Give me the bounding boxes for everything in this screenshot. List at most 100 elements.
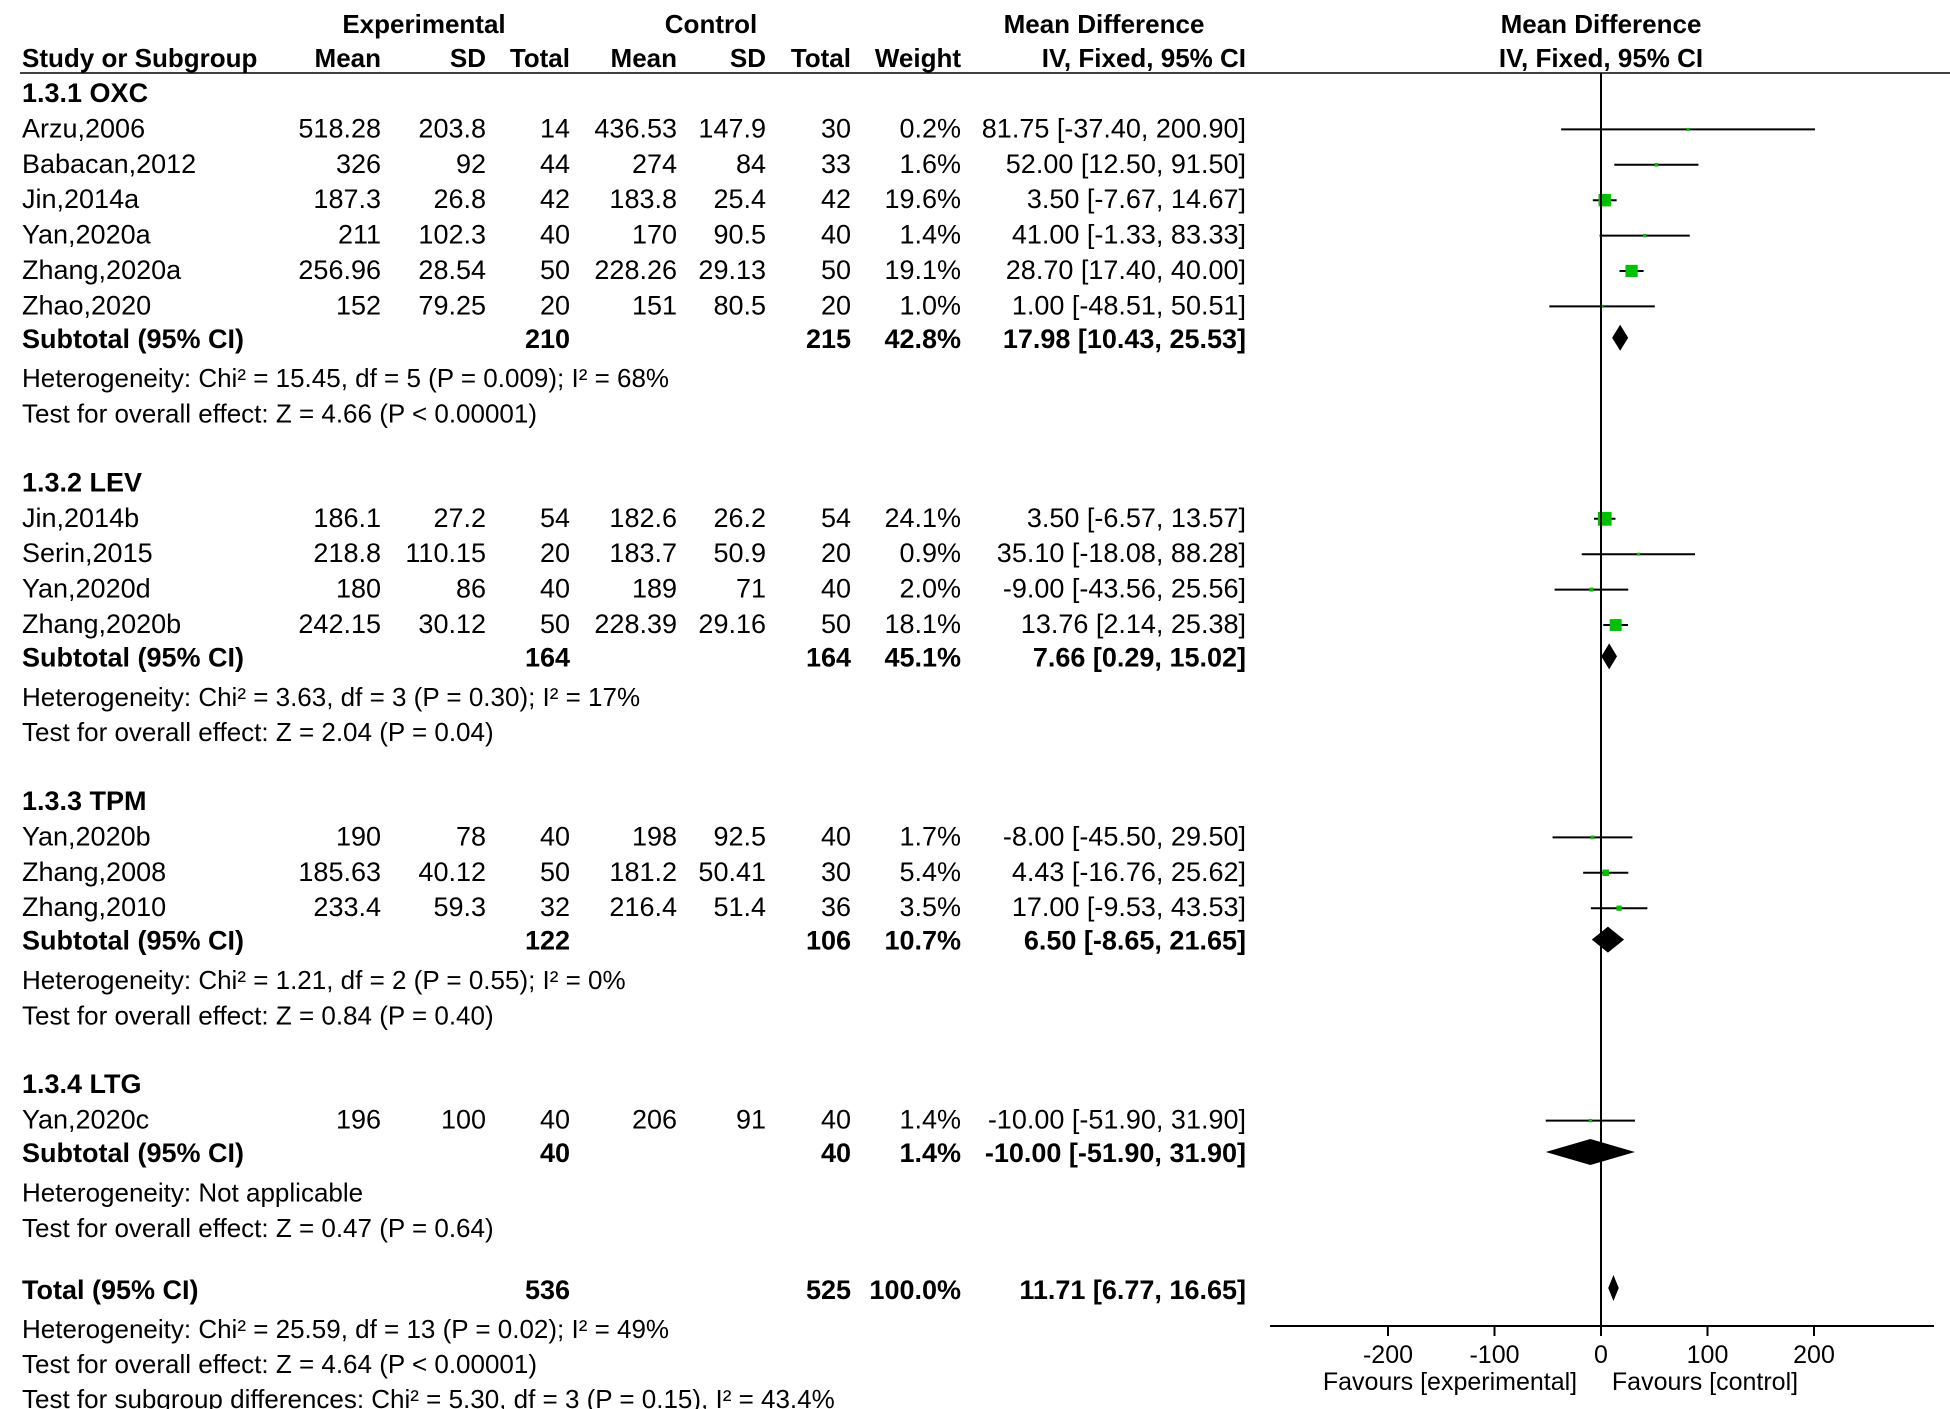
ctrl-sd: 92.5 <box>713 821 766 851</box>
effect-square <box>1616 905 1622 911</box>
ctrl-sd: 71 <box>736 574 766 604</box>
exp-mean: 185.63 <box>298 857 381 887</box>
exp-sd: 92 <box>456 149 486 179</box>
ctrl-total: 40 <box>821 574 851 604</box>
ctrl-total: 50 <box>821 255 851 285</box>
ctrl-total: 40 <box>821 821 851 851</box>
heterogeneity-text: Heterogeneity: Chi² = 3.63, df = 3 (P = … <box>22 682 640 712</box>
exp-sd: 79.25 <box>418 290 486 320</box>
footer-note: Heterogeneity: Chi² = 25.59, df = 13 (P … <box>22 1314 669 1344</box>
ctrl-total: 33 <box>821 149 851 179</box>
effect-square <box>1686 127 1690 131</box>
exp-mean: 326 <box>336 149 381 179</box>
overall-effect-text: Test for overall effect: Z = 2.04 (P = 0… <box>22 717 494 747</box>
plot-header-title: Mean Difference <box>1501 9 1702 39</box>
x-tick-label: 200 <box>1793 1341 1835 1369</box>
subtotal-total-e: 210 <box>525 324 570 354</box>
exp-mean: 190 <box>336 821 381 851</box>
ctrl-total: 40 <box>821 220 851 250</box>
header-total-c: Total <box>791 43 851 73</box>
study-weight: 5.4% <box>899 857 961 887</box>
subtotal-total-c: 106 <box>806 926 851 956</box>
x-tick-label: 0 <box>1594 1341 1608 1369</box>
ctrl-mean: 228.26 <box>594 255 677 285</box>
study-name: Zhang,2010 <box>22 892 166 922</box>
study-weight: 2.0% <box>899 574 961 604</box>
study-name: Zhang,2020b <box>22 609 181 639</box>
ctrl-sd: 50.41 <box>698 857 766 887</box>
subtotal-weight: 45.1% <box>884 642 961 672</box>
ctrl-total: 54 <box>821 503 851 533</box>
study-ci: 3.50 [-6.57, 13.57] <box>1027 503 1246 533</box>
study-ci: -10.00 [-51.90, 31.90] <box>988 1105 1246 1135</box>
favours-control: Favours [control] <box>1612 1368 1798 1396</box>
study-weight: 0.9% <box>899 538 961 568</box>
study-name: Jin,2014a <box>22 184 140 214</box>
effect-square <box>1597 511 1612 526</box>
subtotal-weight: 10.7% <box>884 926 961 956</box>
exp-sd: 203.8 <box>418 113 486 143</box>
header-total-e: Total <box>510 43 570 73</box>
ctrl-total: 20 <box>821 538 851 568</box>
study-name: Yan,2020c <box>22 1105 149 1135</box>
exp-total: 14 <box>540 113 570 143</box>
subtotal-ci: -10.00 [-51.90, 31.90] <box>985 1138 1246 1168</box>
ctrl-mean: 228.39 <box>594 609 677 639</box>
study-weight: 1.4% <box>899 1105 961 1135</box>
effect-square <box>1625 264 1638 278</box>
header-study: Study or Subgroup <box>22 43 257 73</box>
exp-mean: 180 <box>336 574 381 604</box>
total-diamond <box>1608 1275 1619 1301</box>
subtotal-total-e: 164 <box>525 642 570 672</box>
footer-note: Test for subgroup differences: Chi² = 5.… <box>22 1384 835 1409</box>
exp-sd: 102.3 <box>418 220 486 250</box>
header-sd-c: SD <box>730 43 766 73</box>
study-weight: 19.6% <box>884 184 961 214</box>
header-control: Control <box>665 9 757 39</box>
ctrl-mean: 198 <box>632 821 677 851</box>
exp-sd: 30.12 <box>418 609 486 639</box>
ctrl-total: 40 <box>821 1105 851 1135</box>
x-tick-label: -200 <box>1363 1341 1413 1369</box>
plot-header-subtitle: IV, Fixed, 95% CI <box>1499 43 1703 73</box>
study-name: Zhang,2020a <box>22 255 182 285</box>
x-tick-label: 100 <box>1687 1341 1729 1369</box>
exp-sd: 40.12 <box>418 857 486 887</box>
exp-sd: 100 <box>441 1105 486 1135</box>
overall-effect-text: Test for overall effect: Z = 0.84 (P = 0… <box>22 1000 494 1030</box>
study-weight: 18.1% <box>884 609 961 639</box>
subtotal-total-c: 215 <box>806 324 851 354</box>
overall-effect-text: Test for overall effect: Z = 4.66 (P < 0… <box>22 399 537 429</box>
effect-square <box>1654 163 1659 167</box>
ctrl-mean: 181.2 <box>609 857 677 887</box>
study-ci: 52.00 [12.50, 91.50] <box>1006 149 1246 179</box>
study-ci: 17.00 [-9.53, 43.53] <box>1012 892 1246 922</box>
study-name: Arzu,2006 <box>22 113 145 143</box>
heterogeneity-text: Heterogeneity: Not applicable <box>22 1177 363 1207</box>
ctrl-sd: 50.9 <box>713 538 766 568</box>
ctrl-total: 36 <box>821 892 851 922</box>
study-ci: 1.00 [-48.51, 50.51] <box>1012 290 1246 320</box>
study-name: Serin,2015 <box>22 538 153 568</box>
study-weight: 19.1% <box>884 255 961 285</box>
subtotal-ci: 6.50 [-8.65, 21.65] <box>1024 926 1246 956</box>
ctrl-total: 20 <box>821 290 851 320</box>
header-mean-c: Mean <box>611 43 677 73</box>
subtotal-diamond <box>1601 643 1617 670</box>
study-weight: 1.4% <box>899 220 961 250</box>
exp-total: 50 <box>540 609 570 639</box>
exp-mean: 518.28 <box>298 113 381 143</box>
subtotal-total-e: 122 <box>525 926 570 956</box>
study-weight: 3.5% <box>899 892 961 922</box>
subtotal-total-c: 164 <box>806 642 851 672</box>
study-ci: 35.10 [-18.08, 88.28] <box>997 538 1246 568</box>
ctrl-total: 50 <box>821 609 851 639</box>
ctrl-sd: 25.4 <box>713 184 766 214</box>
x-tick-label: -100 <box>1469 1341 1519 1369</box>
ctrl-mean: 183.7 <box>609 538 677 568</box>
subtotal-label: Subtotal (95% CI) <box>22 1138 244 1168</box>
exp-mean: 218.8 <box>313 538 381 568</box>
subgroup-title: 1.3.4 LTG <box>22 1069 142 1099</box>
study-weight: 1.7% <box>899 821 961 851</box>
exp-sd: 27.2 <box>433 503 486 533</box>
